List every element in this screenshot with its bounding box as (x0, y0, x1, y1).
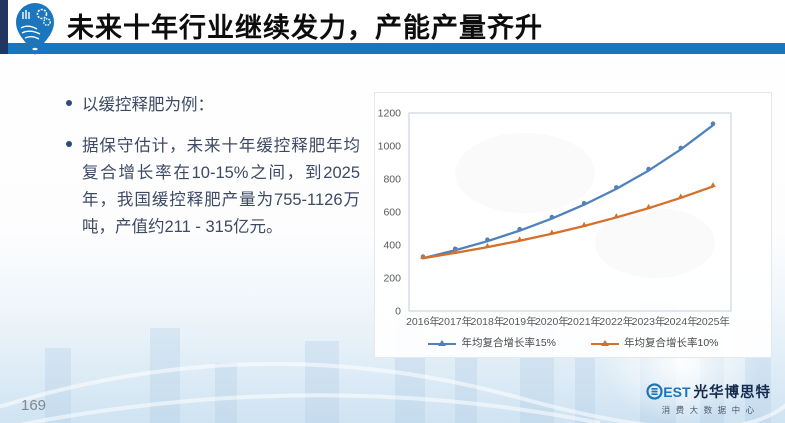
chart-legend: 年均复合增长率15% 年均复合增长率10% (375, 335, 771, 350)
series-marker (613, 213, 620, 219)
y-tick-label: 400 (383, 240, 401, 252)
brand-pin-icon (16, 3, 54, 55)
watermark-blob (455, 133, 595, 213)
bullet-text: 以缓控释肥为例： (82, 96, 214, 114)
y-tick-label: 1000 (378, 141, 402, 153)
series-line-1 (421, 185, 715, 260)
left-accent-strip (0, 0, 8, 54)
y-tick-label: 800 (383, 174, 401, 186)
x-tick-label: 2025年 (696, 315, 730, 328)
series-marker (452, 248, 459, 254)
page-number: 169 (21, 397, 47, 414)
series-marker (420, 253, 426, 259)
series-marker (710, 121, 716, 127)
bullet-list: 以缓控释肥为例： 据保守估计，未来十年缓控释肥年均复合增长率在10-15%之间，… (60, 92, 360, 255)
bullet-text: 据保守估计，未来十年缓控释肥年均复合增长率在10-15%之间，到2025年，我国… (82, 137, 360, 236)
y-tick-label: 600 (383, 207, 401, 219)
slide-header: 未来十年行业继续发力，产能产量齐升 (0, 0, 785, 58)
series-marker (516, 236, 523, 242)
x-tick-label: 2018年 (471, 315, 505, 328)
legend-swatch-icon (428, 339, 457, 346)
brand-subtitle-text: 消费大数据中心 (661, 405, 760, 415)
y-tick-label: 0 (395, 306, 401, 318)
legend-label: 年均复合增长率10% (624, 337, 719, 349)
x-tick-label: 2016年 (406, 315, 440, 328)
bullet-dot-icon (66, 141, 72, 147)
series-marker (678, 145, 684, 151)
series-marker (614, 185, 619, 190)
plot-border (408, 112, 732, 312)
brand-est-text: EST (663, 383, 691, 400)
x-tick-label: 2020年 (535, 315, 569, 328)
series-marker (645, 203, 652, 209)
legend-label: 年均复合增长率15% (461, 337, 556, 349)
x-tick-label: 2023年 (632, 315, 666, 328)
series-marker (485, 237, 490, 243)
bullet-dot-icon (66, 100, 72, 106)
legend-item: 年均复合增长率10% (590, 335, 719, 350)
page-title: 未来十年行业继续发力，产能产量齐升 (67, 13, 543, 43)
series-marker (710, 182, 716, 188)
series-marker (677, 193, 684, 199)
y-tick-label: 1200 (378, 108, 402, 120)
series-marker (484, 242, 491, 248)
brand-name-text: 光华博思特 (693, 385, 771, 401)
x-tick-label: 2022年 (599, 315, 633, 328)
list-item: 以缓控释肥为例： (60, 92, 360, 119)
footer-brand-logo: EST 光华博思特 消费大数据中心 (646, 381, 771, 416)
x-tick-label: 2024年 (664, 315, 698, 328)
x-tick-label: 2017年 (438, 315, 472, 328)
x-tick-label: 2021年 (567, 315, 601, 328)
x-tick-label: 2019年 (503, 315, 537, 328)
header-accent-bar (0, 43, 785, 54)
legend-item: 年均复合增长率15% (427, 335, 556, 350)
series-marker (517, 226, 522, 232)
watermark-blob (595, 208, 715, 278)
series-marker (549, 229, 555, 235)
growth-line-chart: 0 200 400 600 800 1000 1200 2016年2017年2018年2019… (378, 108, 732, 328)
series-marker (549, 214, 555, 220)
chart-card: 0 200 400 600 800 1000 1200 2016年 2017年 2018年 2019… (374, 92, 772, 358)
best-logo-icon (646, 383, 663, 400)
y-tick-label: 200 (383, 273, 401, 285)
series-marker (646, 166, 651, 172)
series-marker (581, 200, 587, 206)
legend-swatch-icon (591, 339, 619, 346)
series-line-0 (421, 124, 715, 260)
list-item: 据保守估计，未来十年缓控释肥年均复合增长率在10-15%之间，到2025年，我国… (60, 133, 360, 241)
brand-row: EST 光华博思特 (646, 381, 771, 402)
series-marker (581, 221, 587, 227)
